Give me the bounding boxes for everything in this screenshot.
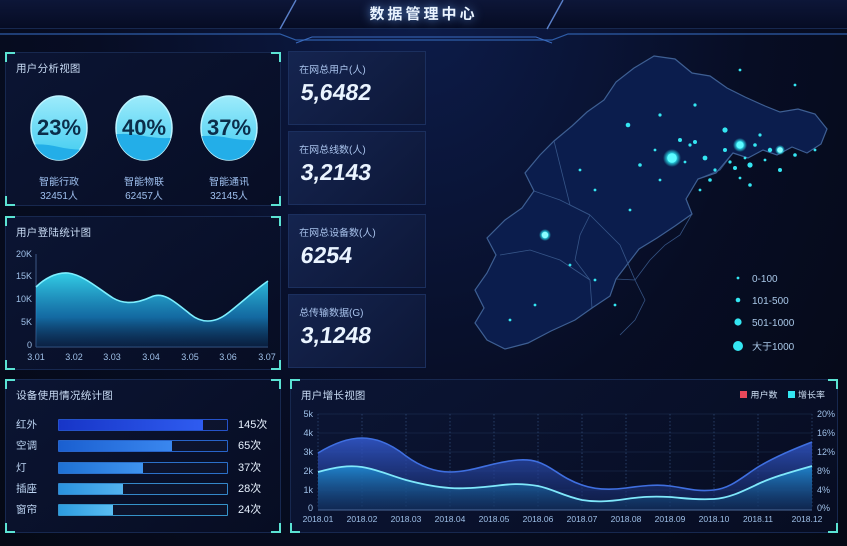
svg-text:大于1000: 大于1000 <box>752 342 795 353</box>
svg-text:5k: 5k <box>303 409 313 419</box>
svg-text:501-1000: 501-1000 <box>752 318 795 329</box>
svg-text:3.01: 3.01 <box>27 352 45 362</box>
svg-text:2018.01: 2018.01 <box>303 514 334 524</box>
svg-text:0: 0 <box>308 503 313 513</box>
svg-text:4k: 4k <box>303 428 313 438</box>
svg-text:5K: 5K <box>21 317 32 327</box>
svg-text:2018.06: 2018.06 <box>523 514 554 524</box>
svg-text:2018.09: 2018.09 <box>655 514 686 524</box>
svg-text:3.05: 3.05 <box>181 352 199 362</box>
svg-text:20%: 20% <box>817 409 835 419</box>
svg-text:12%: 12% <box>817 447 835 457</box>
svg-text:3.03: 3.03 <box>103 352 121 362</box>
svg-text:1k: 1k <box>303 485 313 495</box>
svg-text:0-100: 0-100 <box>752 274 778 285</box>
svg-text:0%: 0% <box>817 503 830 513</box>
svg-text:4%: 4% <box>817 485 830 495</box>
svg-text:2018.11: 2018.11 <box>743 514 773 524</box>
svg-text:2018.02: 2018.02 <box>347 514 378 524</box>
svg-text:16%: 16% <box>817 428 835 438</box>
svg-text:2018.04: 2018.04 <box>435 514 466 524</box>
svg-text:2k: 2k <box>303 466 313 476</box>
svg-text:101-500: 101-500 <box>752 296 789 307</box>
svg-text:2018.08: 2018.08 <box>611 514 642 524</box>
svg-text:0: 0 <box>27 340 32 350</box>
svg-text:2018.05: 2018.05 <box>479 514 510 524</box>
svg-text:3.02: 3.02 <box>65 352 83 362</box>
svg-text:20K: 20K <box>16 249 32 259</box>
svg-text:2018.10: 2018.10 <box>699 514 730 524</box>
svg-text:2018.12: 2018.12 <box>792 514 823 524</box>
svg-text:2018.03: 2018.03 <box>391 514 422 524</box>
svg-text:3.04: 3.04 <box>142 352 160 362</box>
svg-text:3.07: 3.07 <box>258 352 276 362</box>
svg-text:15K: 15K <box>16 271 32 281</box>
svg-text:2018.07: 2018.07 <box>567 514 598 524</box>
svg-text:10K: 10K <box>16 294 32 304</box>
svg-text:3k: 3k <box>303 447 313 457</box>
svg-text:8%: 8% <box>817 466 830 476</box>
svg-text:3.06: 3.06 <box>219 352 237 362</box>
